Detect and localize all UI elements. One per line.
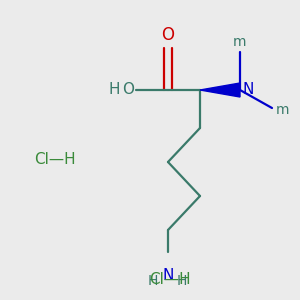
Text: H: H	[108, 82, 120, 98]
Text: m: m	[276, 103, 290, 117]
Text: N: N	[162, 268, 174, 283]
Text: O: O	[161, 26, 175, 44]
Text: H: H	[148, 274, 158, 288]
Text: N: N	[243, 82, 254, 98]
Text: Cl—H: Cl—H	[34, 152, 76, 167]
Text: m: m	[233, 35, 247, 49]
Text: O: O	[122, 82, 134, 98]
Text: H: H	[177, 274, 187, 288]
Text: Cl—H: Cl—H	[149, 272, 191, 287]
Polygon shape	[200, 83, 240, 97]
